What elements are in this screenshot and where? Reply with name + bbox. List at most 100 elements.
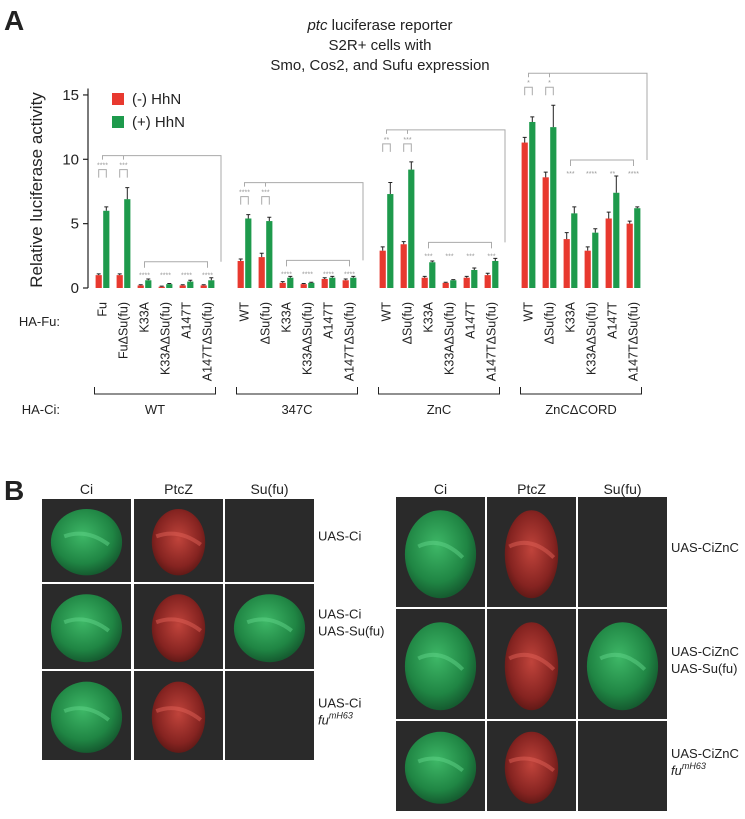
- bar: [571, 213, 578, 288]
- bar: [287, 277, 294, 288]
- tissue: [586, 622, 659, 711]
- y-tick-label: 10: [62, 151, 79, 168]
- tissue-fold: [155, 531, 202, 547]
- chart-title: S2R+ cells with: [329, 37, 432, 54]
- significance: *: [548, 80, 551, 87]
- bracket: [102, 155, 222, 268]
- error-bar: [485, 272, 490, 276]
- significance: ****: [628, 171, 639, 178]
- x-tick-label: A147T: [180, 302, 194, 339]
- tissue: [404, 731, 477, 804]
- bar: [258, 257, 265, 288]
- bar: [279, 282, 286, 288]
- tissue-fold: [155, 706, 202, 722]
- genotype-sup: mH63: [682, 761, 706, 771]
- x-tick-label: A147TΔSu(fu): [627, 302, 641, 381]
- bar: [103, 210, 110, 288]
- significance: ***: [566, 171, 574, 178]
- significance: **: [384, 137, 390, 144]
- error-bar: [301, 282, 306, 285]
- significance: ***: [119, 163, 127, 170]
- error-bar: [96, 273, 101, 276]
- error-bar: [322, 277, 327, 279]
- significance: ****: [97, 163, 108, 170]
- tissue: [151, 594, 206, 663]
- row-label: UAS-Ci: [318, 607, 361, 622]
- x-tick-label: A147T: [322, 302, 336, 339]
- error-bar: [451, 279, 456, 281]
- bar: [124, 199, 131, 288]
- error-bar: [543, 171, 548, 178]
- tissue: [404, 510, 477, 599]
- bar: [605, 218, 612, 288]
- error-bar: [343, 278, 348, 281]
- y-tick-label: 5: [71, 216, 79, 233]
- group-bracket: [378, 387, 500, 395]
- bracket: [119, 169, 128, 178]
- error-bar: [104, 206, 109, 211]
- error-bar: [309, 281, 314, 283]
- tissue-fold: [417, 756, 465, 773]
- bar: [450, 280, 457, 288]
- bar: [550, 127, 557, 288]
- tissue: [404, 622, 477, 711]
- bracket: [386, 129, 506, 249]
- bar: [137, 285, 144, 288]
- row-label: fumH63: [671, 761, 706, 778]
- chart-title: Smo, Cos2, and Sufu expression: [270, 57, 489, 74]
- bar: [484, 275, 491, 288]
- x-tick-label: WT: [238, 302, 252, 322]
- row-label: HA-Fu:: [19, 314, 60, 329]
- tissue: [151, 508, 206, 576]
- error-bar: [401, 241, 406, 245]
- bar: [116, 275, 123, 288]
- bar: [145, 280, 152, 288]
- error-bar: [138, 284, 143, 286]
- tissue: [50, 508, 123, 576]
- micrograph: [578, 497, 667, 607]
- bar: [245, 218, 252, 288]
- error-bar: [238, 258, 243, 261]
- significance: ****: [160, 273, 171, 280]
- bar: [471, 269, 478, 288]
- bar: [463, 277, 470, 288]
- error-bar: [188, 279, 193, 282]
- tissue: [50, 681, 123, 753]
- bar: [187, 281, 194, 288]
- column-header: PtcZ: [517, 481, 546, 497]
- error-bar: [443, 281, 448, 283]
- micrograph: [225, 499, 314, 582]
- error-bar: [201, 284, 206, 286]
- significance: ****: [181, 273, 192, 280]
- micrograph: [578, 721, 667, 811]
- significance: ***: [487, 253, 495, 260]
- y-tick-label: 15: [62, 87, 79, 104]
- tissue-fold: [63, 617, 110, 633]
- significance: ****: [139, 273, 150, 280]
- x-tick-label: A147TΔSu(fu): [201, 302, 215, 381]
- bracket: [244, 182, 364, 267]
- bracket: [261, 196, 270, 205]
- significance: ***: [424, 253, 432, 260]
- row-label: UAS-Su(fu): [318, 624, 384, 639]
- error-bar: [388, 181, 393, 195]
- group-bracket: [520, 387, 642, 395]
- bracket: [403, 143, 412, 152]
- error-bar: [493, 257, 498, 261]
- bar: [429, 262, 436, 288]
- y-tick-label: 0: [71, 280, 79, 297]
- row-label: UAS-CiZnC: [671, 540, 739, 555]
- bar: [563, 239, 570, 288]
- tissue: [504, 622, 559, 711]
- error-bar: [288, 275, 293, 278]
- row-label: fumH63: [318, 711, 353, 728]
- micrograph: [225, 671, 314, 760]
- bar: [208, 280, 215, 288]
- error-bar: [627, 220, 632, 224]
- bar: [408, 169, 415, 288]
- significance: ***: [403, 137, 411, 144]
- bar: [542, 177, 549, 288]
- x-tick-label: ΔSu(fu): [543, 302, 557, 344]
- bar: [329, 277, 336, 288]
- tissue: [233, 594, 306, 663]
